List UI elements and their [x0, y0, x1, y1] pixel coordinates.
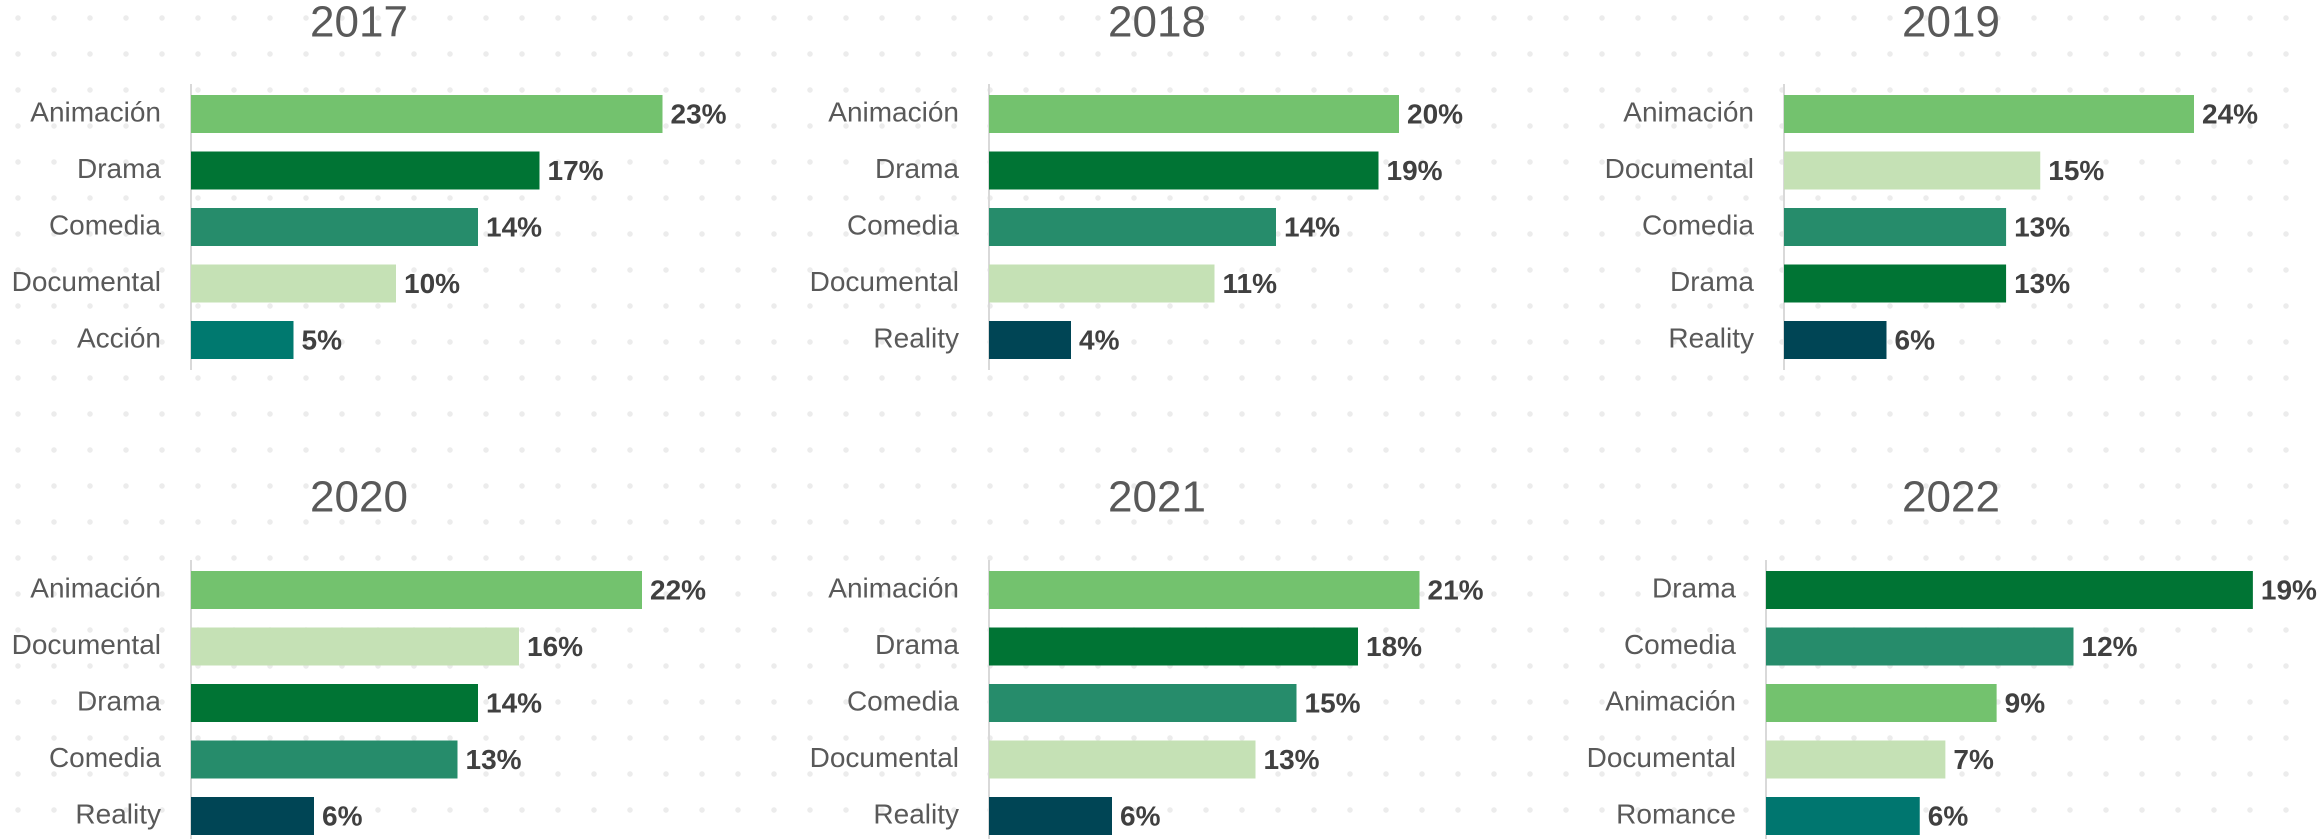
- chart-title: 2017: [310, 0, 408, 47]
- value-label: 12%: [2082, 631, 2138, 662]
- value-label: 22%: [650, 574, 706, 605]
- category-label: Documental: [1605, 153, 1754, 184]
- bar: [191, 627, 519, 666]
- value-label: 13%: [2014, 268, 2070, 299]
- value-label: 24%: [2202, 98, 2258, 129]
- category-label: Documental: [810, 266, 959, 297]
- category-label: Drama: [875, 629, 959, 660]
- value-label: 7%: [1953, 744, 1994, 775]
- bar: [989, 797, 1112, 835]
- category-label: Animación: [828, 572, 959, 603]
- bar: [191, 208, 478, 246]
- bar: [191, 321, 294, 359]
- bar: [191, 740, 458, 779]
- category-label: Reality: [75, 798, 161, 829]
- chart-title: 2020: [310, 473, 408, 522]
- bar: [989, 151, 1379, 190]
- bar: [191, 95, 663, 133]
- bar: [989, 571, 1420, 609]
- category-label: Reality: [873, 798, 959, 829]
- bar: [1784, 208, 2007, 246]
- bar: [989, 740, 1256, 779]
- value-label: 14%: [486, 687, 542, 718]
- bar: [1784, 151, 2041, 190]
- category-label: Drama: [77, 685, 161, 716]
- category-label: Comedia: [1642, 209, 1754, 240]
- category-label: Reality: [1668, 322, 1754, 353]
- value-label: 11%: [1223, 268, 1278, 299]
- value-label: 6%: [1895, 324, 1936, 355]
- value-label: 18%: [1366, 631, 1422, 662]
- category-label: Documental: [1587, 742, 1736, 773]
- category-label: Comedia: [847, 209, 959, 240]
- value-label: 15%: [1305, 687, 1361, 718]
- value-label: 9%: [2005, 687, 2046, 718]
- value-label: 6%: [1120, 800, 1161, 831]
- bar: [1766, 571, 2253, 609]
- value-label: 16%: [527, 631, 583, 662]
- value-label: 14%: [1284, 211, 1340, 242]
- bar: [1784, 95, 2194, 133]
- category-label: Animación: [30, 96, 161, 127]
- category-label: Animación: [30, 572, 161, 603]
- category-label: Comedia: [49, 742, 161, 773]
- category-label: Drama: [875, 153, 959, 184]
- bar: [1784, 264, 2007, 303]
- value-label: 17%: [548, 155, 604, 186]
- category-label: Drama: [77, 153, 161, 184]
- category-label: Acción: [77, 322, 161, 353]
- bar: [1784, 321, 1887, 359]
- value-label: 6%: [1928, 800, 1969, 831]
- value-label: 23%: [671, 98, 727, 129]
- category-label: Romance: [1616, 798, 1736, 829]
- bar: [989, 264, 1215, 303]
- bar: [989, 208, 1276, 246]
- category-label: Documental: [12, 629, 161, 660]
- bar: [989, 627, 1358, 666]
- bar: [1766, 740, 1946, 779]
- chart-title: 2019: [1902, 0, 2000, 47]
- bar: [191, 264, 396, 303]
- category-label: Documental: [810, 742, 959, 773]
- category-label: Drama: [1670, 266, 1754, 297]
- value-label: 15%: [2048, 155, 2104, 186]
- bar: [989, 95, 1399, 133]
- value-label: 20%: [1407, 98, 1463, 129]
- category-label: Animación: [1623, 96, 1754, 127]
- value-label: 4%: [1079, 324, 1120, 355]
- value-label: 14%: [486, 211, 542, 242]
- bar: [1766, 797, 1920, 835]
- chart-title: 2018: [1108, 0, 1206, 47]
- bar: [191, 797, 314, 835]
- category-label: Documental: [12, 266, 161, 297]
- chart-title: 2022: [1902, 473, 2000, 522]
- bar: [191, 571, 642, 609]
- value-label: 5%: [302, 324, 343, 355]
- bar: [1766, 684, 1997, 722]
- category-label: Animación: [1605, 685, 1736, 716]
- chart-title: 2021: [1108, 473, 1206, 522]
- value-label: 19%: [2261, 574, 2317, 605]
- value-label: 6%: [322, 800, 363, 831]
- value-label: 21%: [1428, 574, 1484, 605]
- value-label: 13%: [1264, 744, 1320, 775]
- bar: [191, 684, 478, 722]
- category-label: Comedia: [1624, 629, 1736, 660]
- category-label: Comedia: [49, 209, 161, 240]
- category-label: Reality: [873, 322, 959, 353]
- bar: [191, 151, 540, 190]
- category-label: Comedia: [847, 685, 959, 716]
- value-label: 10%: [404, 268, 460, 299]
- value-label: 13%: [2014, 211, 2070, 242]
- bar: [989, 684, 1297, 722]
- bar: [1766, 627, 2074, 666]
- category-label: Animación: [828, 96, 959, 127]
- bar: [989, 321, 1071, 359]
- value-label: 19%: [1387, 155, 1443, 186]
- value-label: 13%: [466, 744, 522, 775]
- category-label: Drama: [1652, 572, 1736, 603]
